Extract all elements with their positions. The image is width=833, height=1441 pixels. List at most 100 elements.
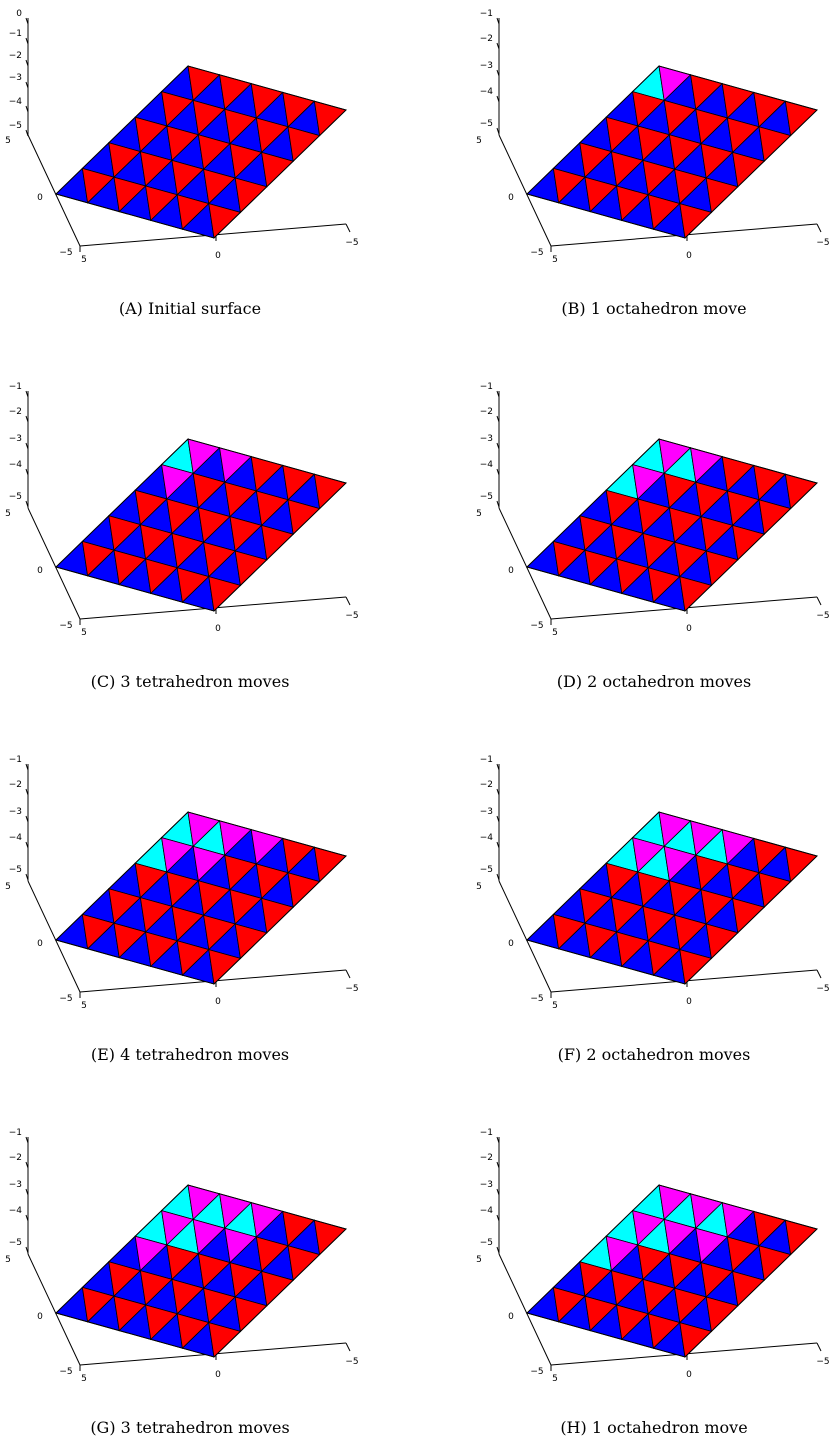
- vertical-axis-tick-label: −2: [480, 407, 493, 417]
- subfigure-panel: −1 −2 −3 −4 −5 5 0 −5 5 0 −5: [5, 382, 359, 638]
- vertical-axis-tick-label: −1: [9, 382, 22, 392]
- vertical-axis-tick-label: −1: [9, 29, 22, 39]
- vertical-axis-tick-label: −3: [480, 434, 493, 444]
- vertical-axis-tick-label: −5: [9, 865, 22, 875]
- surface-triangle: [784, 473, 818, 510]
- left-axis-tick-label: −5: [530, 248, 543, 258]
- right-axis-tick-label: −5: [345, 1357, 358, 1367]
- subfigure-caption-text: Initial surface: [148, 299, 261, 318]
- surface-outline: [55, 811, 347, 985]
- vertical-axis-tick-label: 0: [16, 9, 22, 19]
- vertical-axis-tick-label: −3: [9, 73, 22, 83]
- surface-triangle: [313, 473, 347, 510]
- left-axis-tick-label: 5: [476, 136, 482, 146]
- surface-triangle: [313, 100, 347, 137]
- vertical-axis-tick-label: −2: [9, 51, 22, 61]
- surface-triangle: [784, 1219, 818, 1256]
- subfigure-caption-text: 3 tetrahedron moves: [121, 1418, 290, 1437]
- vertical-axis-tick-label: −1: [9, 755, 22, 765]
- vertical-axis-tick-label: −4: [9, 1206, 23, 1216]
- subfigure-label: (A): [119, 299, 143, 318]
- left-axis-tick-label: 5: [5, 136, 11, 146]
- right-axis-tick-label: −5: [345, 984, 358, 994]
- vertical-axis-tick-label: −1: [480, 755, 493, 765]
- vertical-axis-tick-label: −4: [480, 87, 494, 97]
- vertical-axis-tick-label: −5: [480, 492, 493, 502]
- left-axis-tick-label: −5: [59, 248, 72, 258]
- surface-triangle: [784, 846, 818, 883]
- surface-outline: [526, 811, 818, 985]
- subfigure-label: (D): [557, 672, 582, 691]
- subfigure-label: (B): [561, 299, 585, 318]
- left-axis-tick-label: −5: [530, 1367, 543, 1377]
- vertical-axis-tick-label: −2: [9, 407, 22, 417]
- left-axis-tick-label: 5: [476, 1255, 482, 1265]
- bottom-axis-tick-label: 0: [215, 624, 221, 634]
- surface-outline: [526, 1184, 818, 1358]
- right-axis-tick-label: −5: [816, 984, 829, 994]
- left-axis-tick-label: −5: [530, 621, 543, 631]
- bottom-axis-tick-label: 5: [81, 1374, 87, 1384]
- bottom-axis-tick-label: 0: [686, 624, 692, 634]
- bottom-axis-tick-label: 5: [552, 628, 558, 638]
- subfigure-caption: (C) 3 tetrahedron moves: [91, 672, 290, 691]
- surface-triangle: [313, 846, 347, 883]
- bottom-axis-tick-label: 0: [215, 251, 221, 261]
- right-axis-tick-label: −5: [816, 238, 829, 248]
- bottom-axis-tick-label: 0: [215, 997, 221, 1007]
- surface-triangle: [784, 100, 818, 137]
- left-axis-tick-label: −5: [59, 1367, 72, 1377]
- subfigure-label: (G): [90, 1418, 115, 1437]
- right-axis-tick-label: −5: [816, 1357, 829, 1367]
- vertical-axis-tick-label: −2: [480, 34, 493, 44]
- bottom-axis-tick-label: 5: [81, 1001, 87, 1011]
- left-axis-tick-label: 0: [37, 193, 43, 203]
- vertical-axis-tick-label: −3: [9, 1180, 22, 1190]
- subfigure-caption-text: 3 tetrahedron moves: [120, 672, 289, 691]
- vertical-axis-tick-label: −3: [480, 807, 493, 817]
- vertical-axis-tick-label: −1: [480, 9, 493, 19]
- subfigure-label: (F): [558, 1045, 582, 1064]
- subfigure-label: (C): [91, 672, 116, 691]
- left-axis-tick-label: 0: [508, 566, 514, 576]
- left-axis-tick-label: 0: [37, 1312, 43, 1322]
- subfigure-panel: −1 −2 −3 −4 −5 5 0 −5 5 0 −5: [476, 755, 830, 1011]
- bottom-axis-tick-label: 0: [686, 997, 692, 1007]
- subfigure-caption-text: 1 octahedron move: [591, 299, 747, 318]
- subfigure-caption-text: 2 octahedron moves: [586, 1045, 750, 1064]
- subfigure-caption: (H) 1 octahedron move: [560, 1418, 747, 1437]
- vertical-axis-tick-label: −3: [480, 61, 493, 71]
- bottom-axis-tick-label: 5: [552, 1001, 558, 1011]
- surface-outline: [526, 65, 818, 239]
- vertical-axis-tick-label: −5: [480, 119, 493, 129]
- subfigure-caption: (B) 1 octahedron move: [561, 299, 746, 318]
- bottom-axis-tick-label: 5: [81, 255, 87, 265]
- left-axis-tick-label: 0: [508, 193, 514, 203]
- left-axis-tick-label: 5: [5, 509, 11, 519]
- vertical-axis-tick-label: −5: [480, 1238, 493, 1248]
- subfigure-panel: −1 −2 −3 −4 −5 5 0 −5 5 0 −5: [476, 382, 830, 638]
- subfigure-caption-text: 2 octahedron moves: [587, 672, 751, 691]
- subfigure-panel: −1 −2 −3 −4 −5 5 0 −5 5 0 −5: [476, 9, 830, 265]
- vertical-axis-tick-label: −2: [480, 1153, 493, 1163]
- left-axis-tick-label: 0: [37, 566, 43, 576]
- subfigure-caption: (A) Initial surface: [119, 299, 261, 318]
- vertical-axis-tick-label: −5: [9, 121, 22, 131]
- subfigure-panel: −1 −2 −3 −4 −5 5 0 −5 5 0 −5: [5, 755, 359, 1011]
- left-axis-tick-label: 5: [476, 882, 482, 892]
- left-axis-tick-label: 0: [37, 939, 43, 949]
- right-axis-tick-label: −5: [816, 611, 829, 621]
- vertical-axis-tick-label: −3: [9, 434, 22, 444]
- left-axis-tick-label: 5: [5, 1255, 11, 1265]
- subfigure-panel: −1 −2 −3 −4 −5 5 0 −5 5 0 −5: [476, 1128, 830, 1384]
- bottom-axis-tick-label: 5: [81, 628, 87, 638]
- bottom-axis-tick-label: 5: [552, 1374, 558, 1384]
- left-axis-tick-label: −5: [59, 994, 72, 1004]
- bottom-axis-tick-label: 0: [215, 1370, 221, 1380]
- left-axis-tick-label: 5: [5, 882, 11, 892]
- vertical-axis-tick-label: −2: [9, 1153, 22, 1163]
- vertical-axis-tick-label: −4: [480, 1206, 494, 1216]
- left-axis-tick-label: 0: [508, 939, 514, 949]
- vertical-axis-tick-label: −3: [480, 1180, 493, 1190]
